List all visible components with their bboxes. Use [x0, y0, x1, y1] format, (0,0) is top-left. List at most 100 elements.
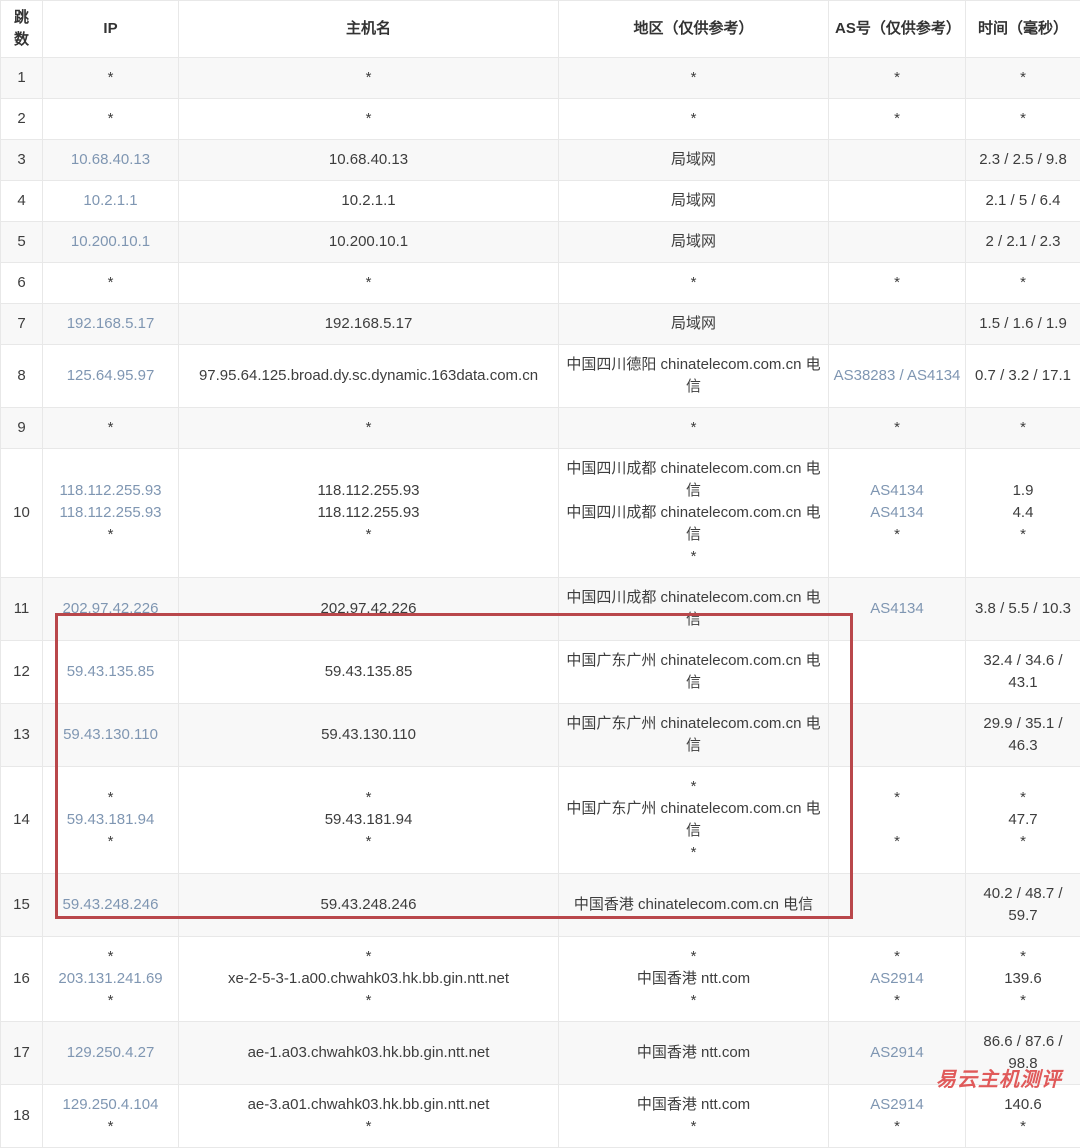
ip-link[interactable]: 203.131.241.69: [47, 968, 174, 990]
asn-cell: [829, 181, 966, 222]
as-link[interactable]: AS2914: [833, 968, 961, 990]
region-cell: *: [559, 263, 829, 304]
ip-link[interactable]: 118.112.255.93: [47, 480, 174, 502]
ip-link[interactable]: 202.97.42.226: [47, 598, 174, 620]
cell-text: 17: [5, 1042, 38, 1064]
ip-link[interactable]: 125.64.95.97: [47, 365, 174, 387]
hostname-cell: *: [179, 99, 559, 140]
region-cell: *中国香港 ntt.com*: [559, 937, 829, 1022]
region-cell: 局域网: [559, 304, 829, 345]
cell-text: 192.168.5.17: [183, 313, 554, 335]
timeout-asterisk: *: [47, 417, 174, 439]
hostname-cell: 192.168.5.17: [179, 304, 559, 345]
cell-text: 局域网: [563, 231, 824, 253]
timeout-asterisk: *: [563, 946, 824, 968]
ip-link[interactable]: 10.68.40.13: [47, 149, 174, 171]
table-row: 17 129.250.4.27 ae-1.a03.chwahk03.hk.bb.gi…: [1, 1022, 1080, 1085]
region-cell: *: [559, 99, 829, 140]
cell-text: 16: [5, 968, 38, 990]
asn-cell: * *: [829, 767, 966, 874]
region-cell: 中国四川成都 chinatelecom.com.cn 电信: [559, 578, 829, 641]
cell-text: 47.7: [970, 809, 1076, 831]
hop-cell: 10: [1, 449, 43, 578]
region-cell: 中国四川成都 chinatelecom.com.cn 电信中国四川成都 chin…: [559, 449, 829, 578]
ip-cell: 10.200.10.1: [43, 222, 179, 263]
cell-text: 59.43.135.85: [183, 661, 554, 683]
asn-cell: [829, 874, 966, 937]
asn-cell: [829, 222, 966, 263]
cell-text: 11: [5, 598, 38, 620]
region-cell: 中国香港 chinatelecom.com.cn 电信: [559, 874, 829, 937]
timeout-asterisk: *: [970, 831, 1076, 853]
as-link[interactable]: AS4134: [833, 502, 961, 524]
asn-cell: *: [829, 58, 966, 99]
ip-link[interactable]: 10.2.1.1: [47, 190, 174, 212]
cell-text: 4: [5, 190, 38, 212]
timeout-asterisk: *: [563, 1116, 824, 1138]
table-row: 9*****: [1, 408, 1080, 449]
timeout-asterisk: *: [47, 831, 174, 853]
asn-cell: *: [829, 408, 966, 449]
cell-text: ae-1.a03.chwahk03.hk.bb.gin.ntt.net: [183, 1042, 554, 1064]
table-row: 14*59.43.181.94**59.43.181.94**中国广东广州 ch…: [1, 767, 1080, 874]
ip-cell: *59.43.181.94*: [43, 767, 179, 874]
as-link[interactable]: AS2914: [833, 1042, 961, 1064]
ip-link[interactable]: 59.43.130.110: [47, 724, 174, 746]
timeout-asterisk: *: [563, 990, 824, 1012]
cell-text: 2 / 2.1 / 2.3: [970, 231, 1076, 253]
time-cell: 2.1 / 5 / 6.4: [966, 181, 1080, 222]
hostname-cell: 10.68.40.13: [179, 140, 559, 181]
cell-text: 118.112.255.93: [183, 502, 554, 524]
timeout-asterisk: *: [833, 272, 961, 294]
timeout-asterisk: *: [563, 776, 824, 798]
ip-cell: 129.250.4.27: [43, 1022, 179, 1085]
hop-cell: 9: [1, 408, 43, 449]
as-link[interactable]: AS38283 / AS4134: [833, 365, 961, 387]
as-link[interactable]: AS2914: [833, 1094, 961, 1116]
timeout-asterisk: *: [833, 946, 961, 968]
column-header-time: 时间（毫秒）: [966, 1, 1080, 58]
cell-text: 2: [5, 108, 38, 130]
blank-line: [833, 809, 961, 831]
timeout-asterisk: *: [183, 787, 554, 809]
timeout-asterisk: *: [970, 67, 1076, 89]
ip-link[interactable]: 59.43.181.94: [47, 809, 174, 831]
header-row: 跳数 IP 主机名 地区（仅供参考） AS号（仅供参考） 时间（毫秒）: [1, 1, 1080, 58]
ip-cell: 129.250.4.104*: [43, 1085, 179, 1148]
asn-cell: [829, 140, 966, 181]
cell-text: 10.68.40.13: [183, 149, 554, 171]
ip-link[interactable]: 59.43.135.85: [47, 661, 174, 683]
timeout-asterisk: *: [47, 946, 174, 968]
as-link[interactable]: AS4134: [833, 480, 961, 502]
region-cell: 局域网: [559, 222, 829, 263]
timeout-asterisk: *: [47, 787, 174, 809]
asn-cell: AS4134: [829, 578, 966, 641]
timeout-asterisk: *: [47, 272, 174, 294]
timeout-asterisk: *: [47, 990, 174, 1012]
time-cell: 1.5 / 1.6 / 1.9: [966, 304, 1080, 345]
timeout-asterisk: *: [833, 67, 961, 89]
ip-link[interactable]: 10.200.10.1: [47, 231, 174, 253]
cell-text: 97.95.64.125.broad.dy.sc.dynamic.163data…: [183, 365, 554, 387]
ip-link[interactable]: 118.112.255.93: [47, 502, 174, 524]
hostname-cell: *: [179, 408, 559, 449]
ip-link[interactable]: 192.168.5.17: [47, 313, 174, 335]
as-link[interactable]: AS4134: [833, 598, 961, 620]
cell-text: 中国香港 chinatelecom.com.cn 电信: [563, 894, 824, 916]
timeout-asterisk: *: [563, 417, 824, 439]
ip-link[interactable]: 129.250.4.104: [47, 1094, 174, 1116]
timeout-asterisk: *: [833, 990, 961, 1012]
cell-text: 10.2.1.1: [183, 190, 554, 212]
ip-link[interactable]: 59.43.248.246: [47, 894, 174, 916]
asn-cell: *AS2914*: [829, 937, 966, 1022]
timeout-asterisk: *: [47, 524, 174, 546]
timeout-asterisk: *: [183, 272, 554, 294]
ip-link[interactable]: 129.250.4.27: [47, 1042, 174, 1064]
